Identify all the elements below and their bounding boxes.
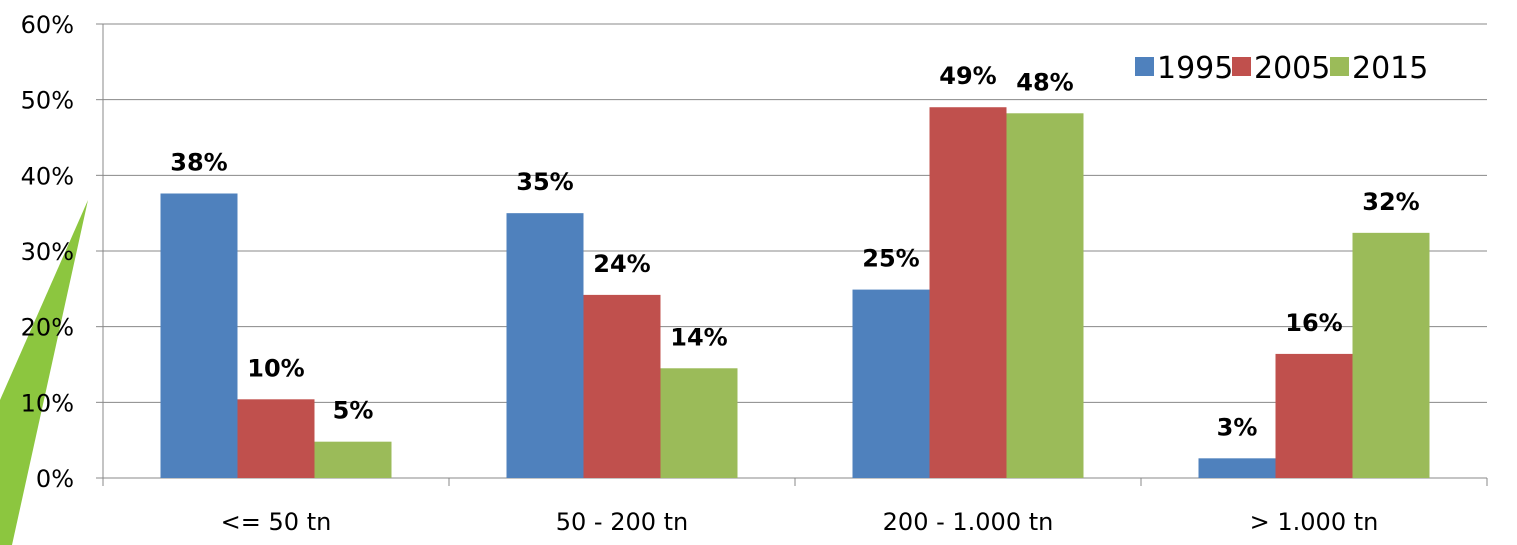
green-accent-shape	[0, 200, 88, 545]
data-label: 48%	[1016, 68, 1073, 96]
legend-label: 2015	[1352, 51, 1428, 86]
y-tick-label: 0%	[36, 465, 74, 493]
x-category-label: 200 - 1.000 tn	[883, 508, 1054, 536]
y-tick-label: 40%	[21, 162, 74, 190]
bar-1995	[160, 193, 238, 478]
bars	[160, 107, 1430, 478]
y-axis-ticks: 0% 10% 20% 30% 40% 50% 60%	[21, 11, 103, 493]
bar-2015	[1352, 232, 1430, 478]
bar-2015	[1006, 113, 1084, 478]
data-label: 25%	[862, 245, 919, 273]
data-label: 5%	[333, 397, 374, 425]
bar-2005	[929, 107, 1007, 478]
bar-2005	[1275, 353, 1353, 478]
y-tick-label: 30%	[21, 238, 74, 266]
x-category-label: <= 50 tn	[221, 508, 332, 536]
x-category-label: > 1.000 tn	[1250, 508, 1379, 536]
bar-1995	[1198, 458, 1276, 478]
data-label: 3%	[1217, 413, 1258, 441]
bar-2015	[314, 441, 392, 478]
bar-1995	[506, 213, 584, 478]
gridlines	[103, 23, 1487, 403]
legend-swatch-2015	[1330, 57, 1349, 76]
legend-label: 1995	[1157, 51, 1233, 86]
data-labels: 38% 10% 5% 35% 24% 14% 25% 49% 48% 3% 16% 32%	[170, 62, 1419, 441]
data-label: 49%	[939, 62, 996, 90]
bar-2005	[583, 294, 661, 478]
legend-swatch-1995	[1135, 57, 1154, 76]
data-label: 10%	[247, 354, 304, 382]
bar-1995	[852, 289, 930, 478]
bar-2005	[237, 399, 315, 478]
legend-swatch-2005	[1232, 57, 1251, 76]
y-tick-label: 50%	[21, 87, 74, 115]
x-category-label: 50 - 200 tn	[556, 508, 689, 536]
y-tick-label: 60%	[21, 11, 74, 39]
legend-label: 2005	[1254, 51, 1330, 86]
data-label: 35%	[516, 168, 573, 196]
data-label: 16%	[1285, 309, 1342, 337]
bar-2015	[660, 368, 738, 478]
data-label: 24%	[593, 250, 650, 278]
y-tick-label: 10%	[21, 389, 74, 417]
data-label: 14%	[670, 323, 727, 351]
y-tick-label: 20%	[21, 314, 74, 342]
data-label: 38%	[170, 148, 227, 176]
x-axis-categories: <= 50 tn 50 - 200 tn 200 - 1.000 tn > 1.000…	[221, 508, 1379, 536]
legend: 1995 2005 2015	[1135, 51, 1428, 86]
data-label: 32%	[1362, 188, 1419, 216]
